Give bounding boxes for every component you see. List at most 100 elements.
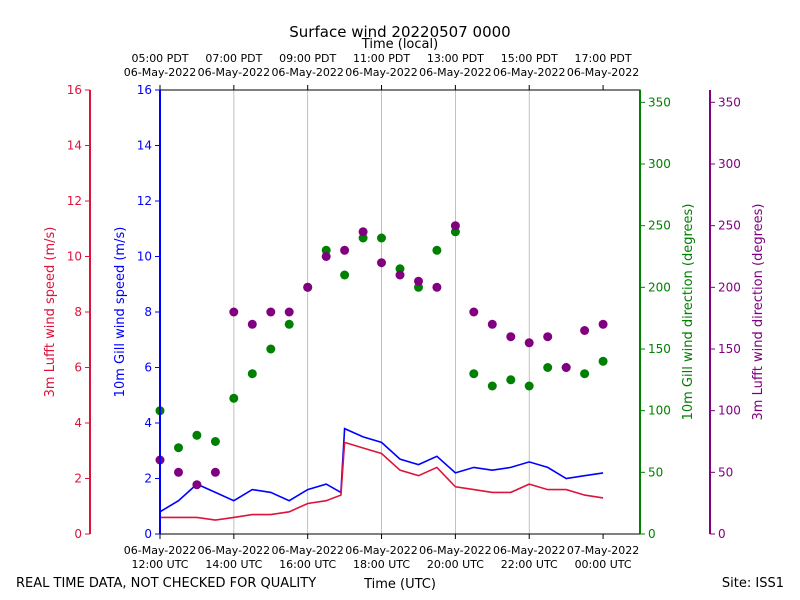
lufft-dir-axis-tick-label-1: 50 <box>718 465 733 479</box>
x-tick-bottom-time-1: 14:00 UTC <box>205 558 262 571</box>
x-tick-bottom-date-2: 06-May-2022 <box>271 544 343 557</box>
x-tick-bottom-date-3: 06-May-2022 <box>345 544 417 557</box>
x-tick-top-date-2: 06-May-2022 <box>271 66 343 79</box>
3m-lufft-wind-direction-point-22 <box>561 363 571 372</box>
gill-speed-axis-tick-label-4: 8 <box>144 305 152 319</box>
lufft-dir-axis-tick-label-0: 0 <box>718 527 726 541</box>
gill-dir-axis-tick-label-6: 300 <box>648 157 671 171</box>
10m-gill-wind-direction-point-4 <box>229 393 239 403</box>
x-tick-bottom-time-3: 18:00 UTC <box>353 558 410 571</box>
x-tick-bottom-date-6: 07-May-2022 <box>567 544 639 557</box>
10m-gill-wind-direction-point-11 <box>358 233 368 243</box>
lufft-speed-axis-tick-label-8: 16 <box>67 83 82 97</box>
10m-gill-wind-direction-point-3 <box>210 437 220 446</box>
3m-lufft-wind-direction-point-24 <box>598 319 608 329</box>
3m-lufft-wind-direction-point-13 <box>395 270 405 280</box>
x-tick-top-time-1: 07:00 PDT <box>205 52 262 65</box>
x-tick-bottom-time-4: 20:00 UTC <box>427 558 484 571</box>
gill-dir-axis-tick-label-4: 200 <box>648 280 671 294</box>
lufft-dir-axis-tick-label-3: 150 <box>718 342 741 356</box>
gill-speed-axis-tick-label-0: 0 <box>144 527 152 541</box>
10m-gill-wind-direction-point-6 <box>266 344 276 354</box>
10m-gill-wind-direction-point-21 <box>543 363 553 372</box>
3m-lufft-wind-direction-point-19 <box>506 332 516 342</box>
site-label: Site: ISS1 <box>722 576 784 591</box>
x-tick-top-date-5: 06-May-2022 <box>493 66 565 79</box>
x-tick-bottom-time-2: 16:00 UTC <box>279 558 336 571</box>
series-layer <box>155 221 608 521</box>
3m-lufft-wind-direction-point-6 <box>266 307 276 317</box>
10m-gill-wind-direction-point-19 <box>506 375 516 385</box>
lufft-speed-axis-tick-label-6: 12 <box>67 194 82 208</box>
3m-lufft-wind-direction-point-14 <box>414 276 423 286</box>
3m-lufft-wind-direction-point-10 <box>340 245 350 255</box>
lufft-speed-axis-tick-label-7: 14 <box>67 139 82 153</box>
lufft-speed-axis-tick-label-0: 0 <box>74 527 82 541</box>
x-tick-top-time-2: 09:00 PDT <box>279 52 336 65</box>
10m-gill-wind-direction-point-24 <box>598 356 608 366</box>
x-tick-top-time-3: 11:00 PDT <box>353 52 410 65</box>
lufft-dir-axis-tick-label-4: 200 <box>718 280 741 294</box>
x-tick-top-date-6: 06-May-2022 <box>567 66 639 79</box>
x-tick-bottom-date-0: 06-May-2022 <box>124 544 196 557</box>
x-axis-label: Time (UTC) <box>363 577 436 592</box>
lufft-speed-axis-tick-label-5: 10 <box>67 250 82 264</box>
3m-lufft-wind-direction-point-18 <box>487 319 497 329</box>
x-tick-bottom-date-1: 06-May-2022 <box>198 544 270 557</box>
gill-dir-axis-tick-label-5: 250 <box>648 219 671 233</box>
10m-gill-wind-direction-point-20 <box>524 381 534 391</box>
lufft-dir-axis-tick-label-7: 350 <box>718 95 741 109</box>
gill-dir-axis-tick-label-7: 350 <box>648 95 671 109</box>
10m-gill-wind-direction-point-18 <box>487 381 497 391</box>
10m-gill-wind-direction-point-9 <box>321 245 331 255</box>
x-tick-bottom-date-5: 06-May-2022 <box>493 544 565 557</box>
lufft-speed-axis-tick-label-1: 2 <box>74 472 82 486</box>
x-tick-bottom-date-4: 06-May-2022 <box>419 544 491 557</box>
lufft-dir-axis-tick-label-6: 300 <box>718 157 741 171</box>
3m-lufft-wind-direction-point-8 <box>303 282 313 292</box>
gill-speed-axis-tick-label-5: 10 <box>137 250 152 264</box>
gill-speed-axis-tick-label-2: 4 <box>144 416 152 430</box>
x-tick-top-date-1: 06-May-2022 <box>198 66 270 79</box>
gill-speed-axis-tick-label-3: 6 <box>144 361 152 375</box>
gill-dir-axis-tick-label-3: 150 <box>648 342 671 356</box>
lufft-speed-axis-tick-label-4: 8 <box>74 305 82 319</box>
x-tick-top-date-3: 06-May-2022 <box>345 66 417 79</box>
3m-lufft-wind-direction-point-15 <box>432 282 442 292</box>
3m-lufft-wind-direction-point-16 <box>450 221 460 231</box>
x-tick-top-date-0: 06-May-2022 <box>124 66 196 79</box>
grid-lines <box>233 90 530 534</box>
lufft-speed-axis-tick-label-3: 6 <box>74 361 82 375</box>
3m-lufft-wind-direction-point-11 <box>358 227 368 237</box>
quality-disclaimer: REAL TIME DATA, NOT CHECKED FOR QUALITY <box>16 576 316 591</box>
gill-dir-axis-tick-label-1: 50 <box>648 465 663 479</box>
3m-lufft-wind-direction-point-5 <box>247 319 257 329</box>
x-tick-bottom-time-5: 22:00 UTC <box>501 558 558 571</box>
3m-lufft-wind-direction-point-17 <box>469 307 479 317</box>
lufft-dir-axis-tick-label-2: 100 <box>718 404 741 418</box>
10m-gill-wind-direction-point-7 <box>284 319 294 329</box>
10m-gill-wind-direction-point-17 <box>469 369 479 379</box>
10m-gill-wind-direction-point-2 <box>192 430 202 440</box>
3m-lufft-wind-direction-point-1 <box>174 467 183 477</box>
x-tick-top-time-4: 13:00 PDT <box>427 52 484 65</box>
x-tick-top-time-6: 17:00 PDT <box>575 52 632 65</box>
lufft-dir-axis-label: 3m Lufft wind direction (degrees) <box>751 204 766 421</box>
3m-lufft-wind-direction-point-3 <box>210 467 220 477</box>
lufft-speed-axis-tick-label-2: 4 <box>74 416 82 430</box>
3m-lufft-wind-direction-point-4 <box>229 307 239 317</box>
3m-lufft-wind-direction-point-23 <box>580 326 590 335</box>
10m-gill-wind-direction-point-1 <box>174 443 183 453</box>
x-tick-top-time-5: 15:00 PDT <box>501 52 558 65</box>
gill-speed-axis-tick-label-6: 12 <box>137 194 152 208</box>
chart-title: Surface wind 20220507 0000 <box>289 23 510 41</box>
gill-dir-axis-tick-label-2: 100 <box>648 404 671 418</box>
10m-gill-wind-direction-point-5 <box>247 369 257 379</box>
10m-gill-wind-direction-point-13 <box>395 264 405 274</box>
gill-speed-axis-tick-label-8: 16 <box>137 83 152 97</box>
gill-speed-axis-tick-label-1: 2 <box>144 472 152 486</box>
10m-gill-wind-direction-point-10 <box>340 270 350 280</box>
3m-lufft-wind-direction-point-12 <box>377 258 386 268</box>
